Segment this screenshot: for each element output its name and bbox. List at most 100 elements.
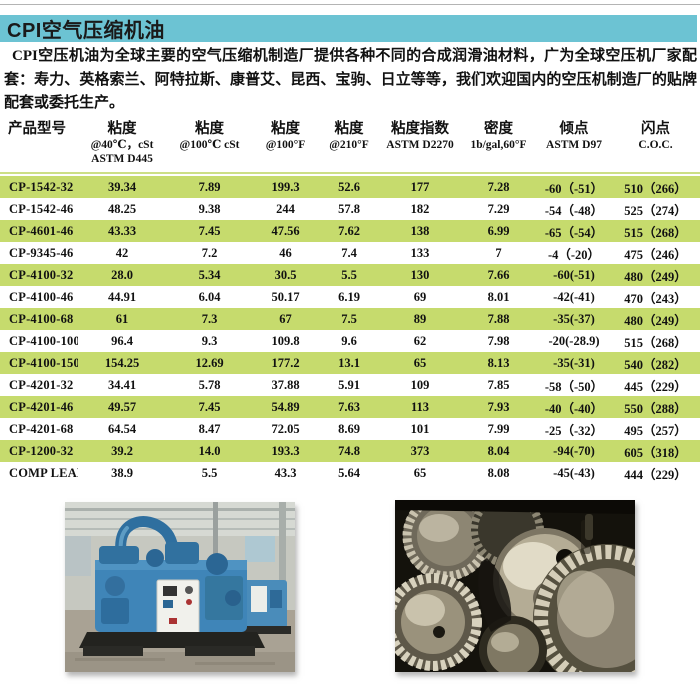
product-model: CP-4100-100 (9, 333, 78, 348)
value-cell: 13.1 (338, 355, 360, 370)
value-cell: 7.29 (487, 201, 510, 216)
value-cell: 7.66 (487, 267, 510, 282)
column-label: 闪点 (641, 121, 670, 137)
table-row: CP-4601-46 43.33 7.45 47.56 7.62 138 6.99 -65（-… (0, 220, 700, 242)
value-cell: 72.05 (271, 421, 300, 436)
value-cell: 37.88 (271, 377, 300, 392)
value-cell: 69 (413, 289, 427, 304)
value-cell: 7.45 (198, 223, 221, 238)
value-cell: 42 (115, 245, 129, 260)
value-cell: 43.33 (107, 223, 137, 238)
value-cell: 7.63 (338, 399, 360, 414)
value-cell: 6.99 (487, 223, 510, 238)
table-row: CP-1542-32 39.34 7.89 199.3 52.6 177 7.28 -60（-… (0, 176, 700, 198)
value-cell: 38.9 (111, 465, 133, 480)
value-cell: 182 (410, 201, 430, 216)
value-cell: 39.34 (107, 179, 137, 194)
value-cell: 62 (413, 333, 427, 348)
column-label: 倾点 (559, 121, 589, 137)
column-sublabel: ASTM D445 (91, 153, 153, 165)
value-cell: 64.54 (107, 421, 137, 436)
value-cell: 515（268） (624, 225, 687, 240)
table-row: CP-4201-46 49.57 7.45 54.89 7.63 113 7.93 -40（-… (0, 396, 700, 418)
value-cell: 154.25 (104, 355, 140, 370)
page-title: CPI空气压缩机油 (7, 20, 165, 42)
column-header-5: 粘度指数 ASTM D2270 (380, 116, 460, 174)
column-sublabel: @100°F (265, 139, 306, 151)
value-cell: 133 (410, 245, 430, 260)
value-cell: 52.6 (338, 179, 360, 194)
value-cell: -94(-70) (553, 443, 595, 458)
value-cell: 101 (410, 421, 430, 436)
value-cell: 244 (276, 201, 295, 216)
column-label: 粘度 (107, 121, 137, 137)
value-cell: 138 (410, 223, 430, 238)
value-cell: 7.85 (487, 377, 510, 392)
product-model: CP-4601-46 (9, 223, 74, 238)
product-model: CP-4201-32 (9, 377, 74, 392)
value-cell: 470（243） (624, 291, 687, 306)
value-cell: 7.45 (198, 399, 221, 414)
column-label: 粘度 (334, 121, 364, 137)
value-cell: 7.88 (487, 311, 510, 326)
column-label: 密度 (484, 121, 513, 137)
value-cell: 6.19 (338, 289, 360, 304)
value-cell: 67 (279, 311, 292, 326)
column-label: 粘度 (195, 121, 224, 137)
value-cell: 510（266） (624, 181, 687, 196)
column-sublabel: @40℃，cSt (90, 139, 154, 151)
value-cell: 5.91 (338, 377, 360, 392)
product-model: CP-4201-68 (9, 421, 74, 436)
value-cell: 177 (410, 179, 430, 194)
value-cell: -20(-28.9) (548, 333, 600, 348)
column-sublabel: ASTM D97 (546, 139, 602, 151)
column-header-6: 密度 1b/gal,60°F (460, 116, 537, 174)
table-row: CP-1542-46 48.25 9.38 244 57.8 182 7.29 -54（-48… (0, 198, 700, 220)
value-cell: -60（-51） (544, 181, 604, 196)
value-cell: 48.25 (107, 201, 137, 216)
value-cell: 515（268） (624, 335, 687, 350)
column-sublabel: ASTM D2270 (386, 139, 454, 151)
table-row: CP-4100-68 61 7.3 67 7.5 89 7.88 -35(-37) 480（24… (0, 308, 700, 330)
value-cell: -25（-32） (544, 423, 604, 438)
column-sublabel: @210°F (329, 139, 369, 151)
table-body: CP-1542-32 39.34 7.89 199.3 52.6 177 7.28 -60（-… (0, 173, 700, 484)
value-cell: 525（274） (624, 203, 687, 218)
table-row: CP-4100-100 96.4 9.3 109.8 9.6 62 7.98 -20(-28.… (0, 330, 700, 352)
table-row: CP-9345-46 42 7.2 46 7.4 133 7 -4（-20） 475（246） (0, 242, 700, 264)
value-cell: 74.8 (338, 443, 360, 458)
value-cell: 8.47 (198, 421, 221, 436)
product-model: CP-1542-32 (9, 179, 74, 194)
value-cell: -65（-54） (544, 225, 604, 240)
value-cell: 7.89 (198, 179, 221, 194)
value-cell: 65 (413, 355, 427, 370)
value-cell: 89 (413, 311, 427, 326)
column-header-2: 粘度 @100℃ cSt (166, 116, 253, 174)
value-cell: 373 (410, 443, 430, 458)
value-cell: 54.89 (271, 399, 300, 414)
value-cell: 109.8 (271, 333, 300, 348)
value-cell: 7.4 (341, 245, 357, 260)
value-cell: -45(-43) (553, 465, 595, 480)
value-cell: 47.56 (271, 223, 300, 238)
value-cell: 480（249） (624, 313, 687, 328)
value-cell: 540（282） (624, 357, 687, 372)
product-model: CP-9345-46 (9, 245, 74, 260)
value-cell: 7.98 (487, 333, 510, 348)
air-compressor-photo (65, 502, 295, 672)
value-cell: 57.8 (338, 201, 360, 216)
value-cell: 6.04 (198, 289, 221, 304)
column-label: 粘度指数 (391, 121, 449, 137)
value-cell: 7.5 (341, 311, 357, 326)
value-cell: 8.13 (487, 355, 510, 370)
value-cell: 8.01 (487, 289, 510, 304)
value-cell: 5.34 (198, 267, 221, 282)
value-cell: 5.78 (198, 377, 221, 392)
value-cell: 7.62 (338, 223, 360, 238)
product-table-wrap: 产品型号 粘度 @40℃，cSt ASTM D445 粘度 @100℃ cSt 粘度 @100… (0, 116, 700, 484)
column-header-0: 产品型号 (0, 116, 78, 174)
value-cell: 8.04 (487, 443, 510, 458)
value-cell: 445（229） (624, 379, 687, 394)
product-model: CP-4100-68 (9, 311, 74, 326)
